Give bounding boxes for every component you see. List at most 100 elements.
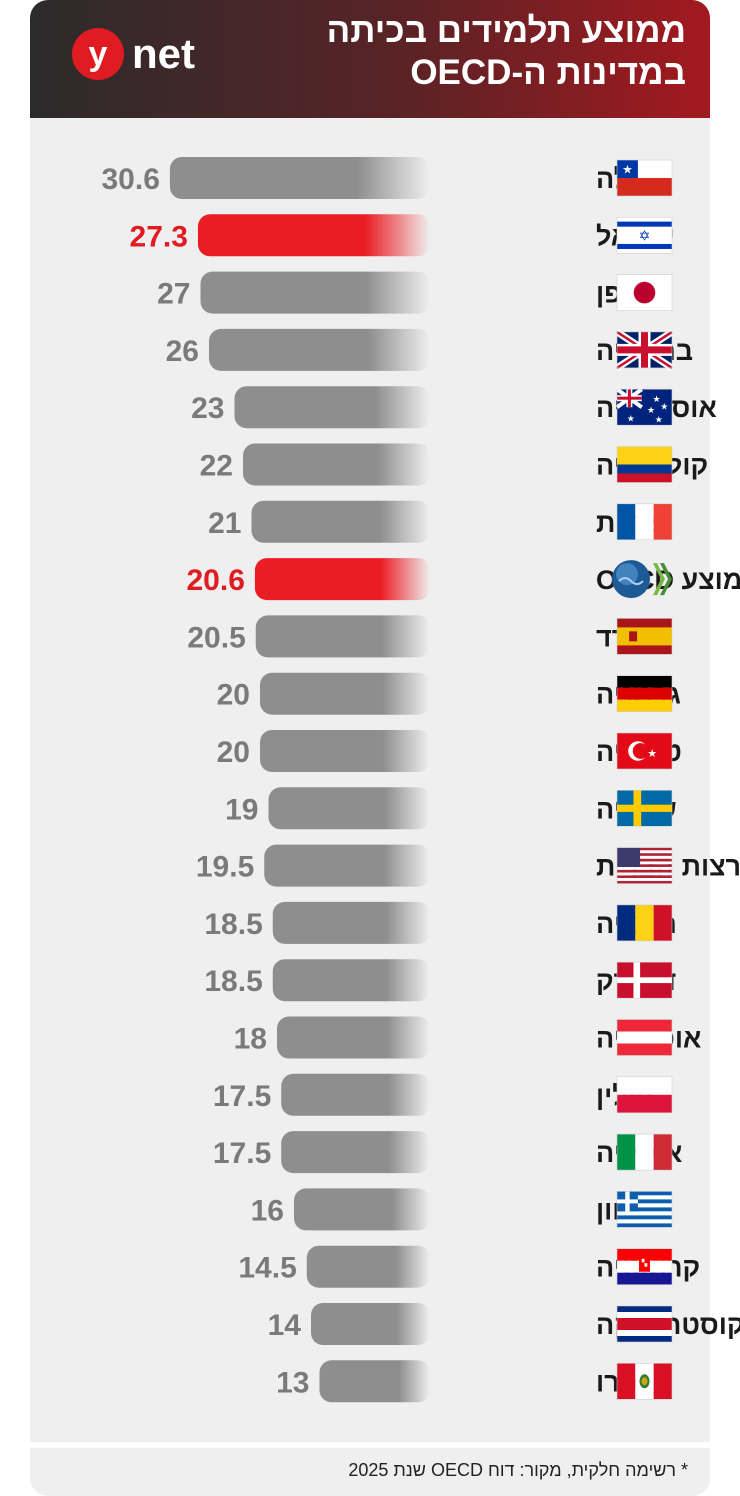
- chart-row: 18.5דנמרק: [204, 959, 676, 1002]
- bar: [260, 672, 430, 715]
- bar: [243, 443, 430, 486]
- chart-row: 18אוסטריה: [234, 1016, 701, 1059]
- value-label: 18: [234, 1023, 267, 1056]
- value-label: 16: [251, 1194, 284, 1227]
- value-label: 20: [217, 679, 250, 712]
- france-flag-icon: [616, 503, 673, 541]
- chart-row: 30.6צ׳ילה★: [102, 157, 673, 199]
- value-label: 17.5: [213, 1137, 271, 1170]
- bar: [169, 157, 430, 199]
- bar: [319, 1360, 430, 1403]
- chart-row: 20גרמניה: [217, 672, 681, 715]
- value-label: 27.3: [130, 220, 188, 253]
- peru-flag-icon: [616, 1363, 673, 1400]
- bar: [255, 615, 430, 658]
- chart-row: 20.5ספרד: [187, 615, 673, 658]
- chart-row: 17.5איטליה: [213, 1131, 682, 1174]
- bar: [281, 1131, 430, 1174]
- austria-flag-icon: [616, 1019, 673, 1056]
- value-label: 20.6: [187, 564, 245, 597]
- oecd-logo-icon: [612, 560, 672, 599]
- israel-flag-icon: ✡: [616, 217, 673, 254]
- value-label: 27: [157, 278, 190, 311]
- ynet-logo: y net: [72, 28, 195, 80]
- value-label: 20.5: [187, 621, 245, 654]
- chart-row: 22קולומביה: [200, 443, 708, 486]
- chart-row: 20טורקיה★: [217, 730, 682, 772]
- italy-flag-icon: [616, 1133, 673, 1171]
- title-line-1: ממוצע תלמידים בכיתה: [326, 11, 686, 50]
- footnote-bar: * רשימה חלקית, מקור: דוח OECD שנת 2025: [30, 1448, 710, 1496]
- chart-row: 20.6ממוצע OECD: [187, 558, 740, 601]
- bar: [264, 844, 430, 887]
- svg-text:★: ★: [647, 406, 655, 416]
- value-label: 21: [208, 507, 241, 540]
- value-label: 22: [200, 450, 233, 483]
- svg-text:★: ★: [622, 163, 633, 177]
- colombia-flag-icon: [616, 446, 673, 483]
- chile-flag-icon: ★: [616, 159, 673, 197]
- bar: [254, 558, 430, 601]
- chart-row: 18.5רומניה: [204, 901, 677, 944]
- bar: [209, 328, 430, 371]
- bar: [281, 1073, 430, 1116]
- chart-row: 16 יוון: [251, 1188, 673, 1231]
- australia-flag-icon: ★★★★★: [615, 387, 673, 426]
- denmark-flag-icon: [616, 961, 673, 999]
- turkey-flag-icon: ★: [616, 732, 673, 770]
- chart-row: 14.5קרואטיה: [238, 1245, 700, 1288]
- ynet-logo-net: net: [132, 30, 195, 77]
- svg-text:★: ★: [655, 416, 663, 426]
- bar: [277, 1016, 430, 1059]
- bar: [272, 901, 430, 944]
- romania-flag-icon: [616, 904, 673, 942]
- chart-header: ממוצע תלמידים בכיתה במדינות ה-OECD y net: [30, 0, 710, 118]
- bar: [272, 959, 430, 1002]
- bar: [306, 1245, 430, 1288]
- value-label: 14: [268, 1309, 302, 1342]
- svg-text:✡: ✡: [639, 228, 651, 244]
- value-label: 19: [225, 793, 258, 826]
- value-label: 18.5: [204, 908, 262, 941]
- value-label: 13: [276, 1366, 309, 1399]
- value-label: 20: [217, 736, 250, 769]
- chart-row: 19שבדיה: [225, 787, 677, 830]
- ynet-logo-circle: [72, 28, 124, 80]
- chart-row: 17.5פולין: [213, 1073, 673, 1116]
- ynet-logo-y: y: [89, 35, 108, 73]
- value-label: 19.5: [196, 851, 254, 884]
- chart-row: 21צרפת: [208, 500, 673, 543]
- value-label: 18.5: [204, 965, 262, 998]
- svg-text:★: ★: [627, 414, 635, 424]
- value-label: 23: [191, 392, 224, 425]
- svg-text:★: ★: [647, 747, 657, 760]
- chart-title: ממוצע תלמידים בכיתה במדינות ה-OECD: [226, 10, 686, 94]
- chart-row: 19.5ארצות הברית: [196, 844, 740, 887]
- chart-row: 13 פרו: [276, 1360, 673, 1403]
- value-label: 17.5: [213, 1080, 271, 1113]
- chart-row: 27.3ישראל✡: [130, 214, 675, 257]
- svg-text:★: ★: [653, 395, 661, 405]
- footnote: * רשימה חלקית, מקור: דוח OECD שנת 2025: [348, 1460, 688, 1480]
- bar: [234, 386, 430, 429]
- japan-flag-icon: [616, 274, 673, 311]
- value-label: 26: [166, 335, 199, 368]
- croatia-flag-icon: [616, 1248, 673, 1285]
- value-label: 14.5: [238, 1252, 296, 1285]
- title-line-2: במדינות ה-OECD: [410, 53, 686, 92]
- chart-row: 27 יפן: [157, 271, 673, 314]
- costa-rica-flag-icon: [616, 1305, 673, 1343]
- bar: [260, 730, 430, 772]
- bar: [251, 500, 430, 543]
- svg-text:★: ★: [660, 402, 668, 412]
- bar: [268, 787, 430, 830]
- bar: [200, 271, 430, 314]
- bar: [294, 1188, 430, 1231]
- greece-flag-icon: [616, 1191, 673, 1228]
- spain-flag-icon: [616, 618, 673, 655]
- usa-flag-icon: [616, 847, 673, 884]
- sweden-flag-icon: [616, 789, 673, 827]
- value-label: 30.6: [102, 163, 160, 196]
